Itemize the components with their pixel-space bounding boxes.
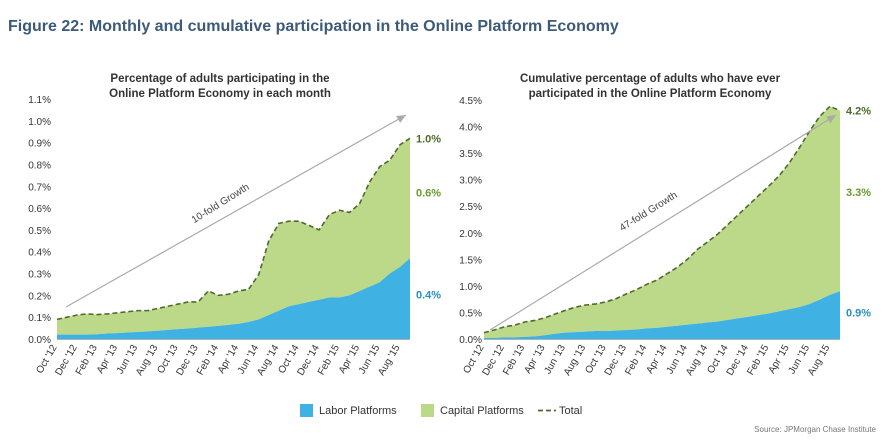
y-tick-label: 2.5%	[459, 202, 482, 213]
chart-cumulative-participation: Cumulative percentage of adults who have…	[459, 73, 871, 378]
growth-arrow-shaft	[489, 114, 837, 331]
end-label-capital: 0.6%	[416, 187, 441, 199]
end-label-labor: 0.9%	[846, 308, 871, 320]
legend-label: Total	[559, 405, 582, 417]
legend-swatch	[300, 404, 313, 417]
growth-arrow-head	[396, 115, 406, 123]
y-tick-label: 2.0%	[459, 229, 482, 240]
y-tick-label: 4.0%	[459, 123, 482, 134]
y-tick-label: 0.0%	[28, 335, 51, 346]
y-tick-label: 0.2%	[28, 291, 51, 302]
y-tick-label: 4.5%	[459, 96, 482, 107]
y-tick-label: 0.4%	[28, 248, 51, 259]
chart-title-line: Cumulative percentage of adults who have…	[520, 73, 781, 85]
chart-title-line: participated in the Online Platform Econ…	[529, 88, 772, 100]
total-line	[56, 137, 411, 321]
chart-title-line: Online Platform Economy in each month	[109, 88, 331, 100]
figure-title: Figure 22: Monthly and cumulative partic…	[8, 18, 619, 35]
capital-platforms-area	[57, 138, 410, 335]
end-label-total: 1.0%	[416, 133, 441, 145]
end-label-capital: 3.3%	[846, 187, 871, 199]
y-tick-label: 0.7%	[28, 182, 51, 193]
legend: Labor Platforms Capital Platforms Total	[300, 404, 582, 417]
y-tick-label: 1.0%	[459, 282, 482, 293]
chart-monthly-participation: Percentage of adults participating in th…	[28, 73, 441, 378]
y-tick-label: 0.5%	[28, 226, 51, 237]
y-tick-label: 0.8%	[28, 160, 51, 171]
y-tick-label: 0.5%	[459, 308, 482, 319]
y-tick-label: 0.0%	[459, 335, 482, 346]
growth-arrow-head	[826, 115, 836, 124]
labor-platforms-area	[484, 291, 840, 339]
total-line	[483, 105, 841, 334]
source-note: Source: JPMorgan Chase Institute	[754, 425, 876, 434]
y-tick-label: 3.5%	[459, 149, 482, 160]
y-tick-label: 1.1%	[28, 95, 51, 106]
y-tick-label: 0.6%	[28, 204, 51, 215]
growth-label: 47-fold Growth	[618, 190, 679, 234]
y-tick-label: 1.0%	[28, 117, 51, 128]
chart-title-line: Percentage of adults participating in th…	[110, 73, 329, 85]
y-tick-label: 0.3%	[28, 270, 51, 281]
legend-label: Labor Platforms	[319, 405, 397, 417]
legend-label: Capital Platforms	[440, 405, 524, 417]
legend-swatch	[421, 404, 434, 417]
y-tick-label: 3.0%	[459, 176, 482, 187]
end-label-labor: 0.4%	[416, 290, 441, 302]
end-label-total: 4.2%	[846, 106, 871, 118]
labor-platforms-area	[57, 258, 410, 339]
growth-arrow-shaft	[65, 114, 407, 308]
capital-platforms-area	[484, 106, 840, 338]
y-tick-label: 1.5%	[459, 255, 482, 266]
y-tick-label: 0.9%	[28, 139, 51, 150]
y-tick-label: 0.1%	[28, 313, 51, 324]
